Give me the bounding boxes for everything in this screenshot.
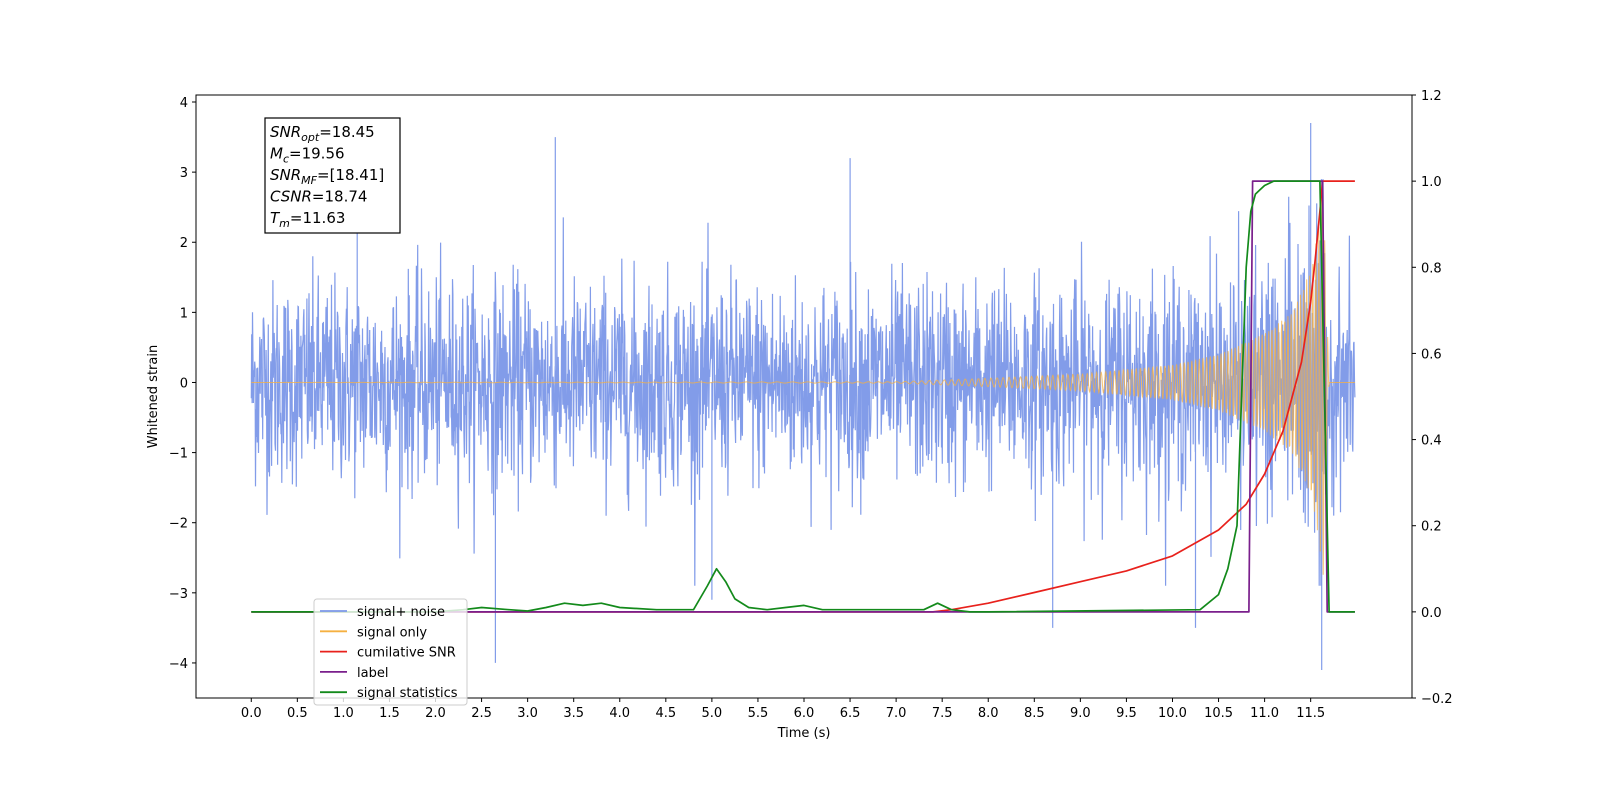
x-tick-label: 3.0 (517, 706, 538, 721)
y2-tick-label: −0.2 (1421, 692, 1453, 707)
y2-tick-label: 1.0 (1421, 175, 1442, 190)
x-tick-label: 4.5 (655, 706, 676, 721)
annotation-line: Tm=11.63 (270, 209, 345, 230)
signal-statistics-line (251, 180, 1355, 613)
y2-tick-label: 0.4 (1421, 434, 1442, 449)
x-tick-label: 6.5 (840, 706, 861, 721)
x-tick-label: 1.5 (379, 706, 400, 721)
y-tick-label: 3 (180, 166, 188, 181)
y-tick-label: −3 (169, 587, 188, 602)
y-tick-label: −2 (169, 517, 188, 532)
signal-noise-line (250, 123, 1356, 670)
y-tick-label: 4 (180, 96, 188, 111)
x-tick-label: 10.5 (1204, 706, 1233, 721)
x-tick-label: 3.5 (563, 706, 584, 721)
x-tick-label: 6.0 (794, 706, 815, 721)
annotation-frame (264, 117, 401, 234)
y-tick-label: 1 (180, 306, 188, 321)
y-tick-label: 2 (180, 236, 188, 251)
x-tick-label: 11.5 (1296, 706, 1325, 721)
legend-frame (313, 598, 468, 706)
x-axis: 0.0 0.5 1.0 1.5 2.0 2.5 3.0 3.5 4.0 4.5 5.0 5.5 6.0 6… (241, 698, 1325, 721)
x-tick-label: 9.0 (1070, 706, 1091, 721)
annotation-line: SNRMF=[18.41] (270, 166, 384, 187)
legend-label-signal-only: signal only (357, 625, 427, 640)
x-tick-label: 0.0 (241, 706, 262, 721)
legend: signal+ noise signal only cumilative SNR la… (313, 598, 468, 706)
x-tick-label: 1.0 (333, 706, 354, 721)
y2-tick-label: 0.6 (1421, 347, 1442, 362)
x-tick-label: 9.5 (1116, 706, 1137, 721)
x-tick-label: 5.0 (702, 706, 723, 721)
right-axis-series (251, 180, 1355, 613)
x-tick-label: 5.5 (748, 706, 769, 721)
legend-label-signal-noise: signal+ noise (357, 605, 445, 620)
legend-label-signal-statistics: signal statistics (357, 686, 458, 701)
y-axis-right: 1.2 1.0 0.8 0.6 0.4 0.2 0.0 −0.2 (1412, 89, 1453, 707)
x-tick-label: 0.5 (287, 706, 308, 721)
signal-only-line (251, 185, 1355, 575)
annotation-line: Mc=19.56 (270, 145, 345, 166)
x-tick-label: 11.0 (1250, 706, 1279, 721)
annotation-box: SNRopt=18.45Mc=19.56SNRMF=[18.41]CSNR=18… (264, 117, 401, 234)
y2-tick-label: 0.0 (1421, 606, 1442, 621)
legend-label-cumilative-snr: cumilative SNR (357, 646, 456, 661)
y-axis-label: Whitened strain (146, 345, 161, 448)
y2-tick-label: 0.2 (1421, 520, 1442, 535)
y-tick-label: 0 (180, 376, 188, 391)
x-tick-label: 8.0 (978, 706, 999, 721)
x-tick-label: 7.0 (886, 706, 907, 721)
series-signal-only (251, 185, 1355, 575)
x-tick-label: 2.0 (425, 706, 446, 721)
x-tick-label: 4.0 (609, 706, 630, 721)
x-tick-label: 10.0 (1158, 706, 1187, 721)
annotation-line: CSNR=18.74 (270, 188, 367, 206)
legend-label-label: label (357, 666, 388, 681)
y-tick-label: −4 (169, 657, 188, 672)
y-axis-left: 4 3 2 1 0 −1 −2 −3 −4 (169, 96, 196, 672)
x-tick-label: 2.5 (471, 706, 492, 721)
x-axis-label: Time (s) (777, 726, 831, 741)
cumilative-snr-line (251, 180, 1355, 613)
y-tick-label: −1 (169, 447, 188, 462)
series-signal-noise (250, 123, 1356, 670)
annotation-line: SNRopt=18.45 (270, 123, 375, 144)
y2-tick-label: 0.8 (1421, 261, 1442, 276)
y2-tick-label: 1.2 (1421, 89, 1442, 104)
x-tick-label: 7.5 (932, 706, 953, 721)
x-tick-label: 8.5 (1024, 706, 1045, 721)
